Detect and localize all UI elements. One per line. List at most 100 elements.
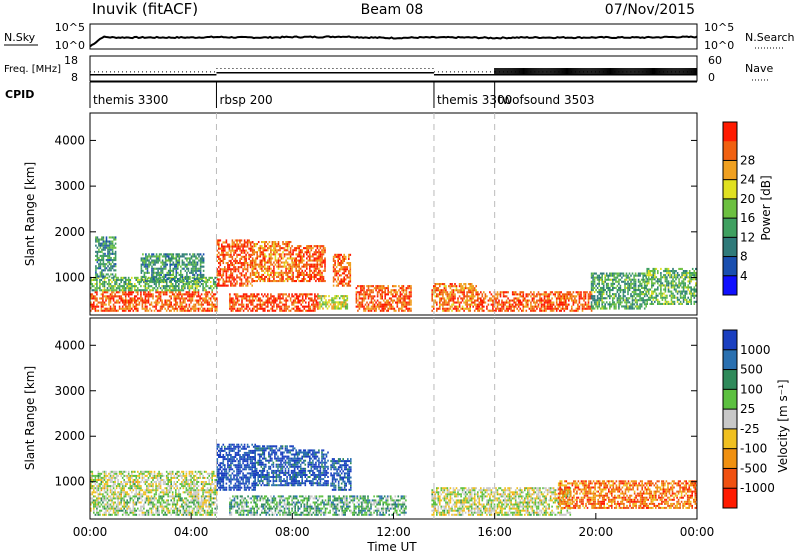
radar-cell <box>239 272 241 275</box>
radar-cell <box>587 293 590 296</box>
radar-cell <box>315 253 317 256</box>
radar-cell <box>571 297 573 300</box>
radar-cell <box>631 278 634 281</box>
radar-cell <box>150 303 153 306</box>
radar-cell <box>218 251 220 254</box>
radar-cell <box>209 281 212 284</box>
radar-cell <box>592 299 594 302</box>
radar-cell <box>376 303 379 306</box>
radar-cell <box>295 261 297 264</box>
radar-cell <box>616 280 619 283</box>
radar-cell <box>127 303 130 306</box>
radar-cell <box>296 271 299 274</box>
radar-cell <box>112 297 115 300</box>
radar-cell <box>296 275 299 278</box>
radar-cell <box>143 281 145 284</box>
radar-cell <box>277 293 280 296</box>
radar-cell <box>502 307 505 310</box>
radar-cell <box>149 261 152 264</box>
radar-cell <box>99 273 102 276</box>
radar-cell <box>361 297 364 300</box>
radar-cell <box>580 293 582 296</box>
radar-cell <box>257 307 260 310</box>
radar-cell <box>534 295 537 298</box>
radar-cell <box>507 309 509 312</box>
radar-cell <box>218 247 220 250</box>
radar-cell <box>180 280 182 283</box>
radar-cell <box>358 285 361 288</box>
radar-cell <box>132 297 135 300</box>
radar-cell <box>192 265 194 268</box>
radar-cell <box>124 307 127 310</box>
radar-cell <box>285 267 287 270</box>
radar-cell <box>625 305 628 308</box>
cpid-mode-label: rbsp 200 <box>219 93 272 107</box>
radar-cell <box>346 284 349 287</box>
radar-cell <box>93 289 95 292</box>
radar-cell <box>517 309 520 312</box>
radar-cell <box>566 307 569 310</box>
radar-cell <box>265 267 268 270</box>
radar-cell <box>566 305 569 308</box>
radar-cell <box>572 303 575 306</box>
radar-cell <box>319 271 322 274</box>
radar-cell <box>598 282 600 285</box>
radar-cell <box>274 297 277 300</box>
radar-cell <box>227 266 229 269</box>
radar-cell <box>361 301 364 304</box>
radar-cell <box>602 291 605 294</box>
radar-cell <box>201 259 203 262</box>
radar-cell <box>372 295 374 298</box>
radar-cell <box>551 309 553 312</box>
radar-cell <box>94 297 97 300</box>
radar-cell <box>283 271 286 274</box>
radar-cell <box>240 239 243 242</box>
radar-cell <box>574 299 576 302</box>
radar-cell <box>511 291 514 294</box>
radar-cell <box>183 280 185 283</box>
radar-cell <box>98 250 100 253</box>
radar-cell <box>268 257 271 260</box>
radar-cell <box>157 267 159 270</box>
radar-cell <box>101 263 103 266</box>
radar-cell <box>495 307 497 310</box>
radar-cell <box>171 293 174 296</box>
radar-cell <box>283 265 286 268</box>
radar-cell <box>200 301 203 304</box>
radar-cell <box>431 297 433 300</box>
radar-cell <box>657 272 659 275</box>
radar-cell <box>673 302 676 305</box>
radar-cell <box>610 278 613 281</box>
radar-cell <box>452 297 455 300</box>
radar-cell <box>346 295 349 298</box>
radar-cell <box>144 309 147 312</box>
radar-cell <box>99 242 102 245</box>
radar-cell <box>247 295 249 298</box>
radar-cell <box>233 307 236 310</box>
radar-cell <box>613 307 616 310</box>
radar-cell <box>338 301 341 304</box>
radar-cell <box>443 289 446 292</box>
radar-cell <box>124 283 127 286</box>
radar-cell <box>236 241 238 244</box>
radar-cell <box>218 245 220 248</box>
radar-cell <box>251 271 254 274</box>
radar-cell <box>190 295 192 298</box>
radar-cell <box>185 303 188 306</box>
radar-cell <box>186 280 188 283</box>
radar-cell <box>664 270 667 273</box>
radar-cell <box>337 259 339 262</box>
radar-cell <box>651 284 653 287</box>
radar-cell <box>243 255 246 258</box>
radar-cell <box>291 265 293 268</box>
radar-cell <box>90 305 92 308</box>
radar-cell <box>303 253 305 256</box>
radar-cell <box>358 297 361 300</box>
radar-cell <box>322 249 325 252</box>
radar-cell <box>178 273 181 276</box>
radar-cell <box>404 303 406 306</box>
radar-cell <box>610 295 613 298</box>
radar-cell <box>618 289 620 292</box>
radar-cell <box>340 295 342 298</box>
radar-cell <box>234 284 237 287</box>
